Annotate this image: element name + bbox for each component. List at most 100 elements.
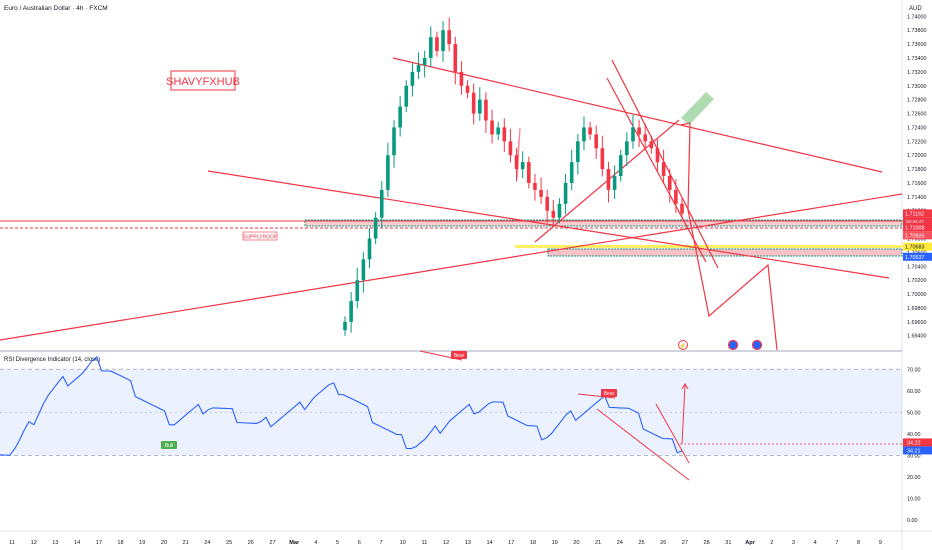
time-tick-label: 28 bbox=[704, 540, 710, 546]
candle-body bbox=[459, 71, 464, 86]
price-tick-label: 1.73000 bbox=[907, 84, 927, 90]
time-tick-label: 18 bbox=[530, 540, 536, 546]
time-tick-label: 7 bbox=[835, 540, 838, 546]
price-tick-label: 1.73800 bbox=[907, 28, 927, 34]
candle-body bbox=[612, 176, 617, 190]
bear-marker-2[interactable] bbox=[601, 389, 617, 397]
candle-body bbox=[539, 189, 543, 197]
time-tick-label: 5 bbox=[336, 540, 339, 546]
candle-body bbox=[349, 301, 353, 322]
time-tick-label: 11 bbox=[422, 540, 428, 546]
candle-body bbox=[551, 210, 556, 218]
candle-body bbox=[533, 182, 537, 190]
candle-body bbox=[343, 321, 347, 331]
time-tick-label: 25 bbox=[226, 540, 232, 546]
price-badge bbox=[903, 231, 932, 240]
rsi-tick-label: 60.00 bbox=[907, 389, 921, 395]
candle-body bbox=[606, 169, 611, 190]
candle-body bbox=[514, 155, 519, 170]
symbol-title[interactable]: Euro / Australian Dollar · 4h · FXCM bbox=[4, 5, 108, 12]
time-tick-label: 20 bbox=[573, 540, 579, 546]
candle-body bbox=[637, 127, 641, 135]
time-axis[interactable]: 11 12 13 14 17 18 19 20 21 24 25 26 27 Mar 4 5 6 7 10 11 12 1… bbox=[9, 540, 882, 546]
rsi-tick-label: 40.00 bbox=[907, 432, 921, 438]
supply-label-box[interactable] bbox=[242, 231, 278, 241]
candle-body bbox=[410, 71, 415, 86]
rsi-support-line-1[interactable] bbox=[596, 408, 690, 481]
trendline-falling-upper[interactable] bbox=[392, 57, 883, 173]
time-tick-label: 26 bbox=[660, 540, 666, 546]
candle-body bbox=[355, 280, 360, 302]
yellow-zone[interactable] bbox=[515, 245, 902, 248]
candle-body bbox=[520, 162, 525, 170]
price-tick-label: 1.71800 bbox=[907, 167, 927, 173]
candle-body bbox=[667, 176, 672, 190]
trendline-rising[interactable] bbox=[0, 193, 903, 341]
event-icon-flag-2[interactable] bbox=[751, 339, 763, 351]
time-tick-label: 8 bbox=[857, 540, 860, 546]
watermark-box[interactable] bbox=[170, 70, 236, 91]
candle-body bbox=[594, 134, 599, 149]
candle-body bbox=[361, 259, 366, 281]
rsi-support-line-2[interactable] bbox=[655, 403, 690, 464]
rsi-title[interactable]: RSI Divergence Indicator (14, close) bbox=[4, 357, 100, 363]
candle-body bbox=[404, 85, 409, 107]
time-tick-label: 13 bbox=[465, 540, 471, 546]
price-badge-label: 1.70926 bbox=[905, 233, 925, 239]
trendline-falling-lower[interactable] bbox=[207, 170, 890, 279]
time-tick-label: 17 bbox=[96, 540, 102, 546]
candles-layer bbox=[343, 17, 684, 336]
price-tick-label: 1.69600 bbox=[907, 320, 927, 326]
price-tick-label: 1.70400 bbox=[907, 264, 927, 270]
rsi-tick-label: 30.00 bbox=[907, 454, 921, 460]
price-tick-label: 1.71600 bbox=[907, 181, 927, 187]
event-icon-flag-1[interactable] bbox=[727, 339, 739, 351]
time-tick-label: 26 bbox=[248, 540, 254, 546]
candle-body bbox=[655, 148, 660, 163]
price-tick-label: 1.70000 bbox=[907, 292, 927, 298]
candle-body bbox=[422, 57, 427, 65]
event-icon-flash[interactable] bbox=[678, 340, 688, 350]
countdown-badge bbox=[903, 217, 932, 225]
time-tick-label: 12 bbox=[31, 540, 37, 546]
price-badge-label: 1.71008 bbox=[905, 225, 925, 231]
candle-body bbox=[508, 141, 513, 156]
price-tick-label: 1.72200 bbox=[907, 139, 927, 145]
bear-label-2: Bear bbox=[604, 391, 615, 397]
rsi-projection[interactable] bbox=[681, 384, 686, 445]
target-arrow-box[interactable] bbox=[681, 92, 714, 125]
time-tick-label: Mar bbox=[289, 540, 300, 546]
time-tick-label: 24 bbox=[204, 540, 210, 546]
bear-marker-1[interactable] bbox=[451, 351, 467, 359]
currency-label: AUD bbox=[909, 6, 922, 12]
rsi-bear-line-2[interactable] bbox=[577, 393, 616, 399]
supply-label: SUPPLYROOF bbox=[243, 235, 277, 241]
watermark-label: SHAVYFXHUB bbox=[166, 76, 240, 88]
time-tick-label: 2 bbox=[770, 540, 773, 546]
candle-body bbox=[471, 92, 476, 114]
price-tick-label: 1.71400 bbox=[907, 195, 927, 201]
time-tick-label: 11 bbox=[9, 540, 15, 546]
candle-body bbox=[576, 141, 580, 163]
candle-body bbox=[582, 127, 586, 142]
price-tick-label: 1.72000 bbox=[907, 153, 927, 159]
price-badge bbox=[903, 223, 932, 232]
bull-marker[interactable] bbox=[161, 441, 177, 449]
supply-zone[interactable] bbox=[304, 219, 903, 227]
time-tick-label: 10 bbox=[400, 540, 406, 546]
time-tick-label: Apr bbox=[745, 540, 755, 546]
rsi-axis[interactable]: 70.00 60.00 50.00 40.00 30.00 20.00 10.00 0.00 bbox=[907, 367, 921, 524]
rsi-badges: 34.22 34.21 bbox=[903, 438, 932, 455]
projection-path[interactable] bbox=[680, 122, 778, 351]
candle-body bbox=[478, 99, 482, 114]
rsi-badge bbox=[903, 446, 932, 455]
time-tick-label: 27 bbox=[269, 540, 275, 546]
bull-label: Bull bbox=[165, 443, 173, 449]
candle-body bbox=[435, 37, 439, 52]
candle-body bbox=[680, 203, 684, 214]
rsi-band bbox=[0, 369, 902, 456]
trendline-steep-2[interactable] bbox=[606, 77, 707, 263]
rsi-badge bbox=[903, 438, 932, 447]
